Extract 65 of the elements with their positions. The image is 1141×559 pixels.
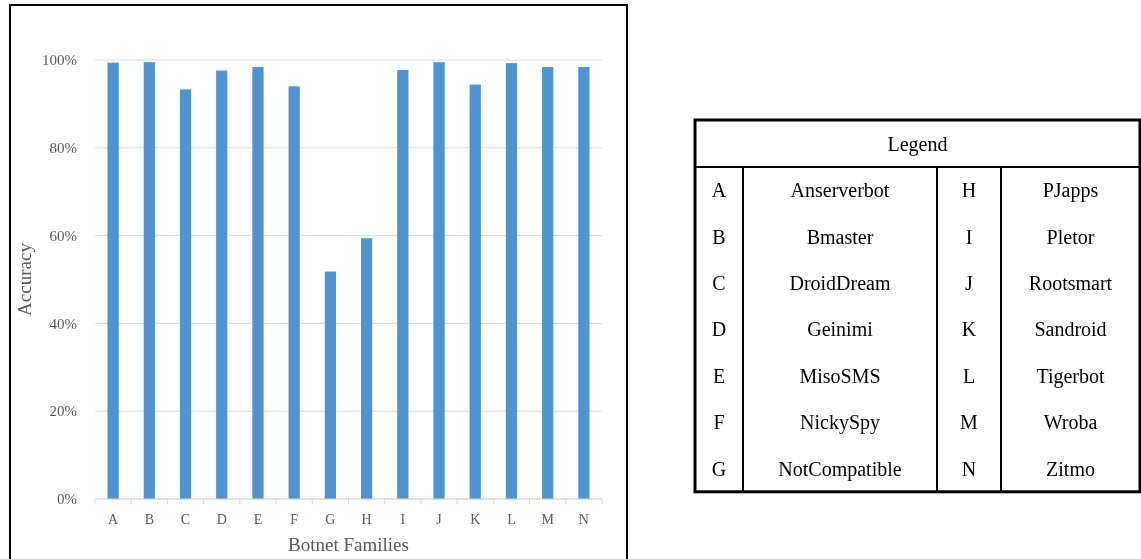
bar — [252, 67, 264, 499]
x-tick-label: C — [180, 512, 191, 527]
bar — [360, 238, 373, 499]
text: Pletor — [1046, 225, 1095, 248]
x-tick-label: J — [436, 512, 443, 527]
y-axis-title: Accuracy — [14, 242, 35, 316]
x-tick-label: L — [507, 512, 516, 527]
x-tick-label: H — [361, 512, 372, 527]
text: K — [961, 318, 977, 341]
text: H — [961, 179, 977, 202]
y-tick-label: 80% — [49, 140, 77, 157]
text: Rootsmart — [1028, 272, 1113, 294]
x-tick-label: K — [470, 512, 481, 527]
bar — [216, 70, 228, 499]
text: C — [712, 272, 726, 294]
x-tick-label: D — [216, 512, 227, 527]
text: Zitmo — [1046, 457, 1095, 480]
text: Wroba — [1043, 411, 1098, 434]
x-tick-label: G — [325, 512, 336, 527]
y-tick-label: 100% — [42, 52, 77, 69]
text: G — [711, 457, 727, 480]
text: Tigerbot — [1036, 364, 1106, 388]
text: A — [711, 179, 727, 202]
x-tick-label: B — [144, 512, 154, 527]
text: I — [965, 225, 973, 248]
text: NotCompatible — [778, 457, 902, 481]
x-tick-label: E — [253, 512, 263, 527]
text: D — [711, 318, 727, 341]
y-tick-label: 20% — [49, 403, 77, 420]
bar — [179, 89, 192, 499]
text: Geinimi — [807, 318, 874, 341]
text: Anserverbot — [790, 179, 890, 202]
bar — [143, 62, 155, 499]
y-tick-label: 60% — [49, 227, 77, 244]
x-axis-title: Botnet Families — [288, 534, 409, 555]
text: Sandroid — [1034, 318, 1107, 341]
text: NickySpy — [800, 411, 880, 435]
y-tick-label: 0% — [57, 491, 77, 508]
x-tick-label: N — [578, 512, 589, 527]
text: MisoSMS — [799, 364, 881, 387]
bar — [578, 67, 590, 499]
text: L — [962, 364, 976, 387]
text: M — [960, 411, 979, 434]
x-tick-label: I — [400, 512, 406, 527]
text: F — [713, 411, 725, 434]
bar — [542, 67, 554, 499]
y-tick-label: 40% — [49, 315, 77, 332]
text: Legend — [887, 132, 948, 156]
x-tick-label: F — [290, 512, 299, 527]
bar — [397, 70, 409, 499]
text: N — [961, 457, 977, 480]
text: J — [965, 272, 974, 294]
bar — [288, 86, 300, 499]
x-tick-label: M — [541, 512, 555, 527]
bar — [433, 62, 445, 499]
text: B — [712, 225, 726, 248]
bar — [324, 271, 337, 499]
bar — [469, 84, 481, 499]
text: E — [712, 364, 726, 387]
x-tick-label: A — [108, 512, 120, 527]
text: Bmaster — [806, 225, 874, 248]
bar — [505, 63, 518, 499]
bar — [107, 62, 119, 499]
text: DroidDream — [789, 272, 891, 294]
text: PJapps — [1042, 179, 1099, 203]
